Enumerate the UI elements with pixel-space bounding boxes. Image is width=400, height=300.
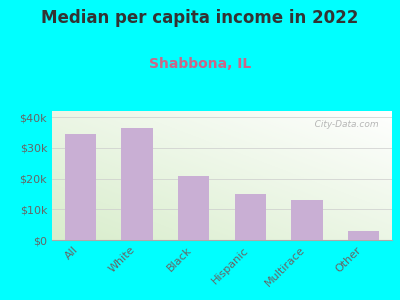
Text: Shabbona, IL: Shabbona, IL xyxy=(149,57,251,71)
Bar xyxy=(65,134,96,240)
Bar xyxy=(348,231,379,240)
Bar xyxy=(122,128,152,240)
Bar xyxy=(235,194,266,240)
Text: City-Data.com: City-Data.com xyxy=(306,120,378,129)
Bar xyxy=(292,200,322,240)
Text: Median per capita income in 2022: Median per capita income in 2022 xyxy=(41,9,359,27)
Bar xyxy=(178,176,209,240)
